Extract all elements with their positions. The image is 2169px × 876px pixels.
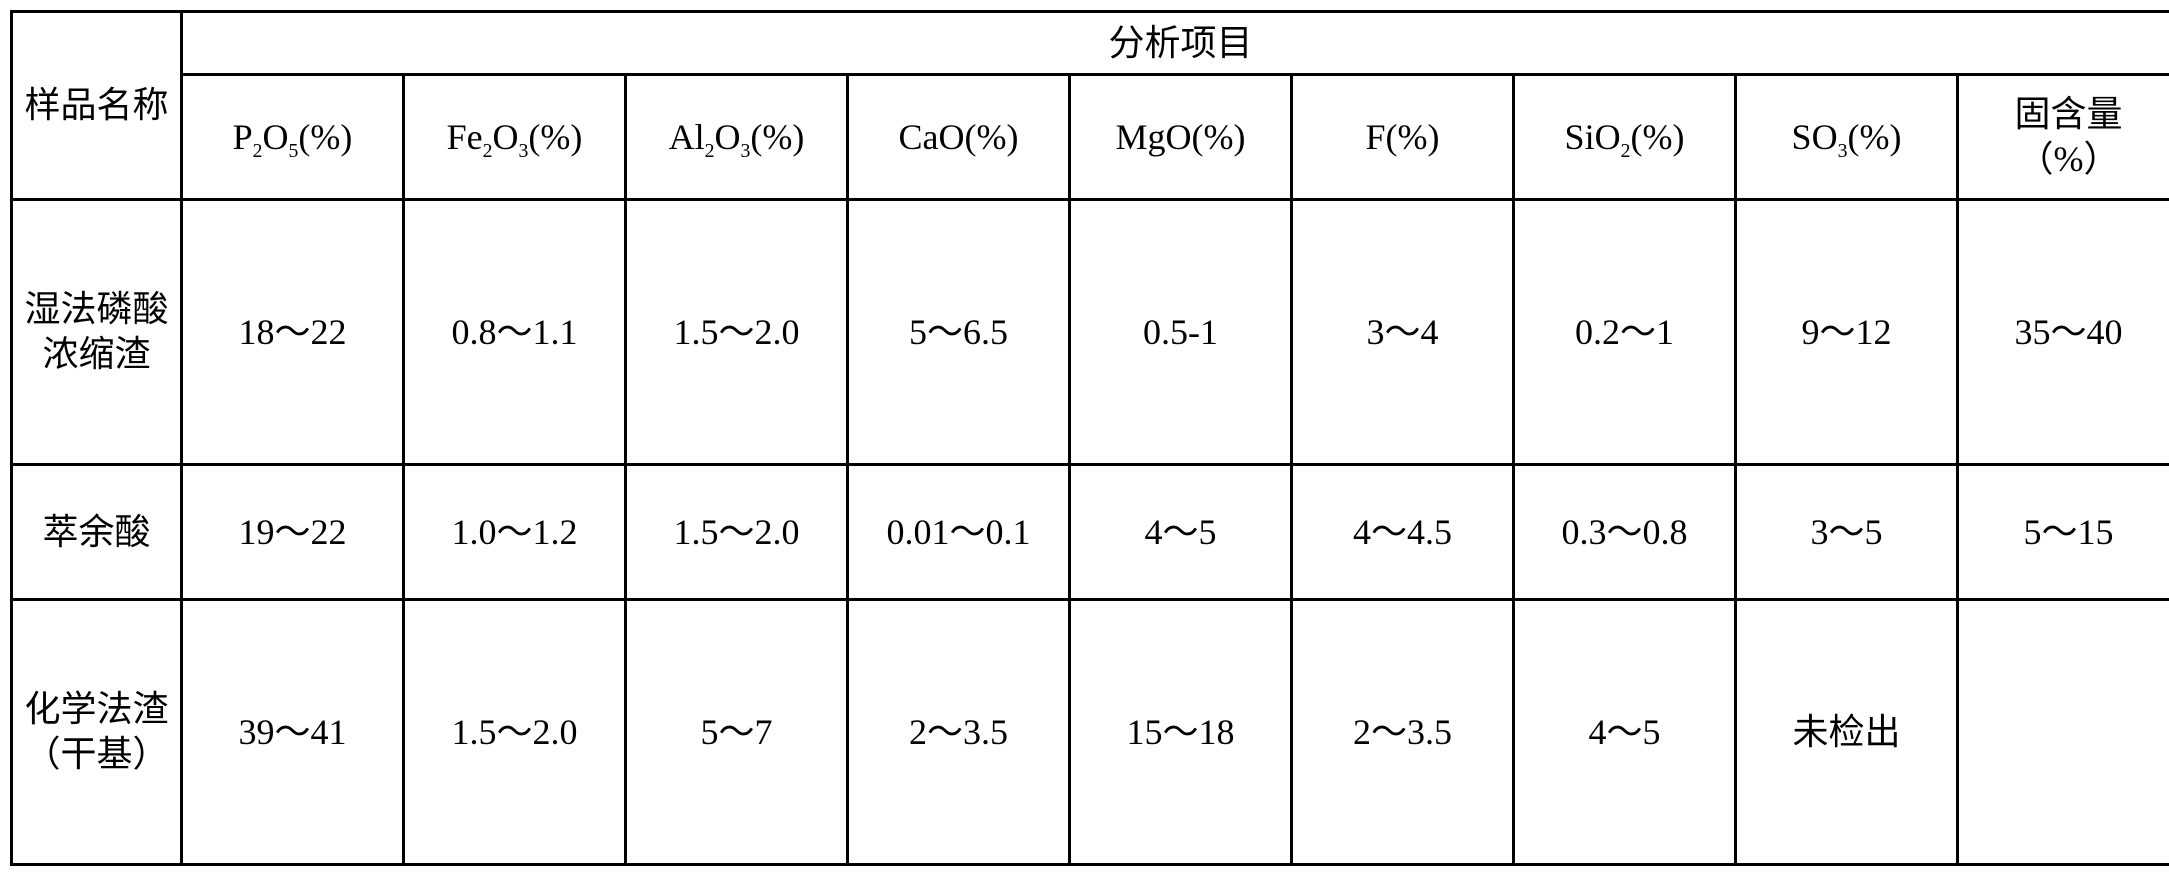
cell: 0.3～0.8 [1514, 465, 1736, 600]
cell: 2～3.5 [848, 600, 1070, 865]
cell: 9～12 [1736, 200, 1958, 465]
col-header-so3: SO3(%) [1736, 75, 1958, 200]
header-row-1: 样品名称 分析项目 [12, 12, 2169, 75]
col-header-f: F(%) [1292, 75, 1514, 200]
cell: 1.5～2.0 [626, 465, 848, 600]
cell: 39～41 [182, 600, 404, 865]
col-header-mgo: MgO(%) [1070, 75, 1292, 200]
cell: 0.8～1.1 [404, 200, 626, 465]
col-header-al2o3: Al2O3(%) [626, 75, 848, 200]
analysis-table: 样品名称 分析项目 P2O5(%) Fe2O3(%) Al2O3(%) CaO(… [10, 10, 2169, 866]
row-label: 萃余酸 [12, 465, 182, 600]
cell: 0.2～1 [1514, 200, 1736, 465]
cell: 4～5 [1070, 465, 1292, 600]
cell: 19～22 [182, 465, 404, 600]
cell: 5～7 [626, 600, 848, 865]
table-container: 样品名称 分析项目 P2O5(%) Fe2O3(%) Al2O3(%) CaO(… [0, 0, 2169, 876]
cell: 1.5～2.0 [626, 200, 848, 465]
col-header-solid: 固含量（%） [1958, 75, 2169, 200]
cell: 5～6.5 [848, 200, 1070, 465]
row-label: 湿法磷酸浓缩渣 [12, 200, 182, 465]
cell: 35～40 [1958, 200, 2169, 465]
row-header-label: 样品名称 [12, 12, 182, 200]
cell: 0.01～0.1 [848, 465, 1070, 600]
cell: 0.5-1 [1070, 200, 1292, 465]
header-row-2: P2O5(%) Fe2O3(%) Al2O3(%) CaO(%) MgO(%) … [12, 75, 2169, 200]
cell: 18～22 [182, 200, 404, 465]
table-row: 湿法磷酸浓缩渣 18～22 0.8～1.1 1.5～2.0 5～6.5 0.5-… [12, 200, 2169, 465]
row-label: 化学法渣（干基） [12, 600, 182, 865]
cell: 4～5 [1514, 600, 1736, 865]
col-header-sio2: SiO2(%) [1514, 75, 1736, 200]
cell: 2～3.5 [1292, 600, 1514, 865]
col-header-fe2o3: Fe2O3(%) [404, 75, 626, 200]
table-row: 萃余酸 19～22 1.0～1.2 1.5～2.0 0.01～0.1 4～5 4… [12, 465, 2169, 600]
cell: 未检出 [1736, 600, 1958, 865]
col-header-cao: CaO(%) [848, 75, 1070, 200]
cell [1958, 600, 2169, 865]
cell: 1.0～1.2 [404, 465, 626, 600]
cell: 3～4 [1292, 200, 1514, 465]
cell: 4～4.5 [1292, 465, 1514, 600]
column-group-label: 分析项目 [182, 12, 2169, 75]
cell: 5～15 [1958, 465, 2169, 600]
cell: 3～5 [1736, 465, 1958, 600]
cell: 1.5～2.0 [404, 600, 626, 865]
col-header-p2o5: P2O5(%) [182, 75, 404, 200]
cell: 15～18 [1070, 600, 1292, 865]
table-row: 化学法渣（干基） 39～41 1.5～2.0 5～7 2～3.5 15～18 2… [12, 600, 2169, 865]
